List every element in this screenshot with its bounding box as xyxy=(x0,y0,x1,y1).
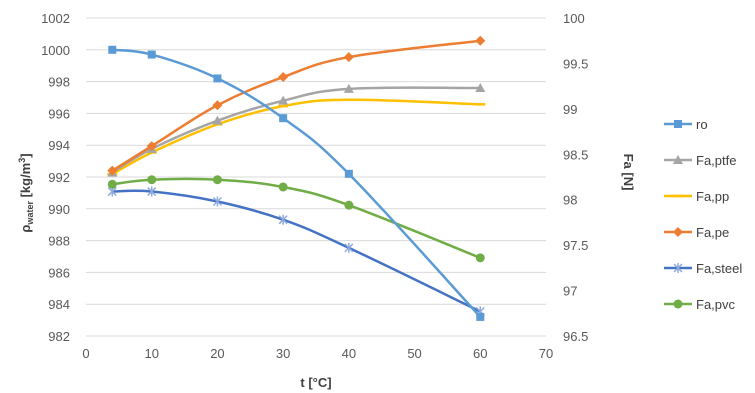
y2-tick-label: 97.5 xyxy=(563,238,588,253)
legend-label-fa-pp: Fa,pp xyxy=(696,189,729,204)
legend-marker-ro xyxy=(674,120,682,128)
y-tick-label: 996 xyxy=(48,106,70,121)
legend-label-fa-steel: Fa,steel xyxy=(696,261,742,276)
x-tick-label: 30 xyxy=(276,346,290,361)
data-point-fa-pvc xyxy=(344,200,354,210)
y-axis-title-unit-end: ] xyxy=(18,153,33,157)
x-tick-label: 20 xyxy=(210,346,224,361)
legend-marker-fa-pvc xyxy=(673,299,683,309)
data-point-fa-ptfe xyxy=(343,83,354,93)
x-tick-label: 50 xyxy=(407,346,421,361)
y-tick-label: 994 xyxy=(48,138,70,153)
y2-tick-label: 99 xyxy=(563,102,577,117)
x-axis-title: t [°C] xyxy=(300,375,331,390)
data-point-fa-ptfe xyxy=(475,82,486,92)
legend-marker-fa-steel xyxy=(673,263,683,273)
y-axis-title-sub: water xyxy=(25,201,35,226)
grid-lines xyxy=(86,17,546,337)
data-point-fa-pvc xyxy=(107,179,117,189)
data-point-fa-pvc xyxy=(475,253,485,263)
y-tick-label: 1002 xyxy=(41,11,70,26)
data-point-fa-steel xyxy=(344,242,354,253)
y-tick-label: 986 xyxy=(48,265,70,280)
y-tick-labels: 982 984 986 988 990 992 994 996 998 1000 1002 xyxy=(41,11,70,344)
x-tick-label: 60 xyxy=(473,346,487,361)
series-lines xyxy=(111,39,482,318)
data-point-fa-pe xyxy=(107,165,118,176)
data-point-fa-pvc xyxy=(212,175,222,185)
legend-label-fa-pe: Fa,pe xyxy=(696,225,729,240)
legend-marker-fa-ptfe xyxy=(673,155,683,164)
data-point-ro xyxy=(108,45,117,54)
data-point-fa-pe xyxy=(212,100,223,111)
y-axis-title-unit-sup: 3 xyxy=(17,158,27,163)
data-point-fa-ptfe xyxy=(212,115,223,125)
y-tick-label: 992 xyxy=(48,170,70,185)
y2-tick-labels: 96.5 97 97.5 98 98.5 99 99.5 100 xyxy=(563,11,588,344)
series-line-fa-ptfe xyxy=(111,86,481,174)
series-line-ro xyxy=(112,48,482,318)
data-point-fa-pe xyxy=(146,141,157,152)
y2-tick-label: 98 xyxy=(563,193,577,208)
legend-label-ro: ro xyxy=(696,117,708,132)
data-point-ro xyxy=(476,312,485,321)
data-point-ro xyxy=(279,114,288,123)
data-point-fa-pe xyxy=(475,35,486,46)
series-markers xyxy=(107,35,486,321)
x-tick-label: 0 xyxy=(82,346,89,361)
y2-tick-label: 97 xyxy=(563,284,577,299)
data-point-ro xyxy=(147,50,156,59)
legend: ro Fa,ptfe Fa,pp Fa,pe Fa,steel Fa,pvc xyxy=(664,117,742,312)
legend-label-fa-pvc: Fa,pvc xyxy=(696,297,736,312)
y2-tick-label: 100 xyxy=(563,11,585,26)
data-point-fa-ptfe xyxy=(278,95,289,105)
y2-tick-label: 99.5 xyxy=(563,56,588,71)
legend-marker-fa-pe xyxy=(673,227,683,237)
data-point-fa-pe xyxy=(278,72,289,83)
data-point-fa-steel xyxy=(278,214,288,225)
y2-tick-label: 96.5 xyxy=(563,329,588,344)
x-tick-label: 10 xyxy=(144,346,158,361)
y-axis-title-main: ρ xyxy=(18,225,33,233)
y-axis-title-unit: [kg/m xyxy=(18,163,33,201)
data-point-fa-steel xyxy=(147,186,157,197)
data-point-ro xyxy=(344,169,353,178)
data-point-fa-pe xyxy=(343,52,354,63)
x-tick-label: 40 xyxy=(342,346,356,361)
x-tick-labels: 0 10 20 30 40 50 60 70 xyxy=(82,346,553,361)
data-point-fa-pvc xyxy=(147,175,157,185)
series-line-fa-pvc xyxy=(112,177,481,260)
data-point-fa-pvc xyxy=(278,182,288,192)
y2-axis-title: Fa [N] xyxy=(621,154,636,191)
y-tick-label: 998 xyxy=(48,75,70,90)
data-point-ro xyxy=(213,74,222,83)
legend-label-fa-ptfe: Fa,ptfe xyxy=(696,153,736,168)
y-tick-label: 1000 xyxy=(41,43,70,58)
y2-tick-label: 98.5 xyxy=(563,147,588,162)
y-axis-title: ρwater [kg/m3] xyxy=(17,153,35,232)
y-tick-label: 982 xyxy=(48,329,70,344)
y-tick-label: 988 xyxy=(48,234,70,249)
y-tick-label: 984 xyxy=(48,297,70,312)
x-tick-label: 70 xyxy=(539,346,553,361)
data-point-fa-steel xyxy=(212,196,222,207)
y-tick-label: 990 xyxy=(48,202,70,217)
